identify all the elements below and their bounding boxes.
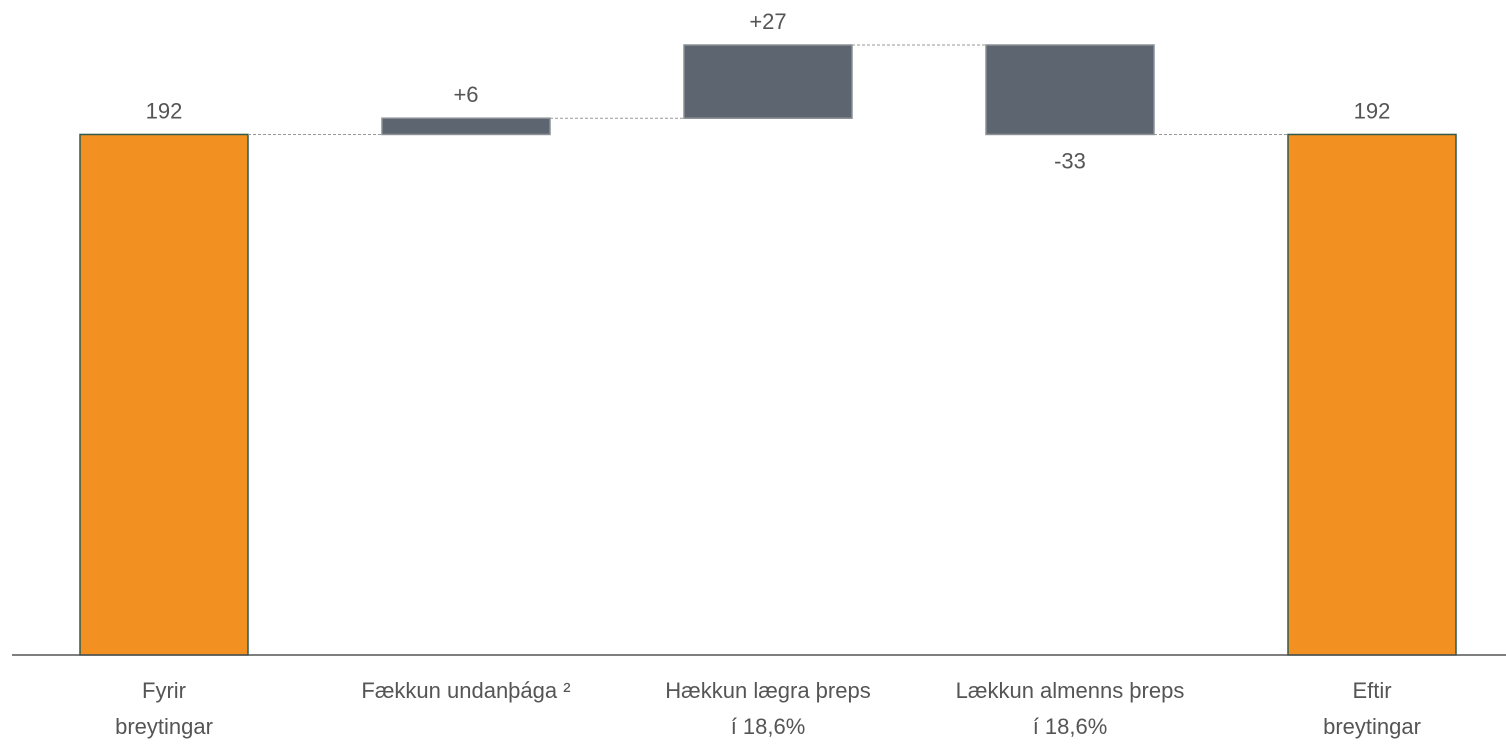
value-label: +6: [453, 82, 478, 107]
value-label: 192: [146, 98, 183, 123]
x-tick-label: í 18,6%: [1033, 714, 1108, 739]
bar: [985, 44, 1155, 136]
x-tick-label: Eftir: [1352, 678, 1391, 703]
value-label: 192: [1354, 98, 1391, 123]
bar: [381, 117, 551, 136]
x-tick-label: Fækkun undanþága ²: [361, 678, 570, 703]
bar: [79, 133, 249, 656]
x-tick-label: í 18,6%: [731, 714, 806, 739]
x-tick-label: breytingar: [1323, 714, 1421, 739]
x-tick-label: Hækkun lægra þreps: [665, 678, 870, 703]
x-tick-label: Fyrir: [142, 678, 186, 703]
bar: [1287, 133, 1457, 656]
x-tick-label: breytingar: [115, 714, 213, 739]
value-label: +27: [749, 9, 786, 34]
bar: [683, 44, 853, 119]
x-tick-label: Lækkun almenns þreps: [956, 678, 1185, 703]
value-label: -33: [1054, 148, 1086, 173]
